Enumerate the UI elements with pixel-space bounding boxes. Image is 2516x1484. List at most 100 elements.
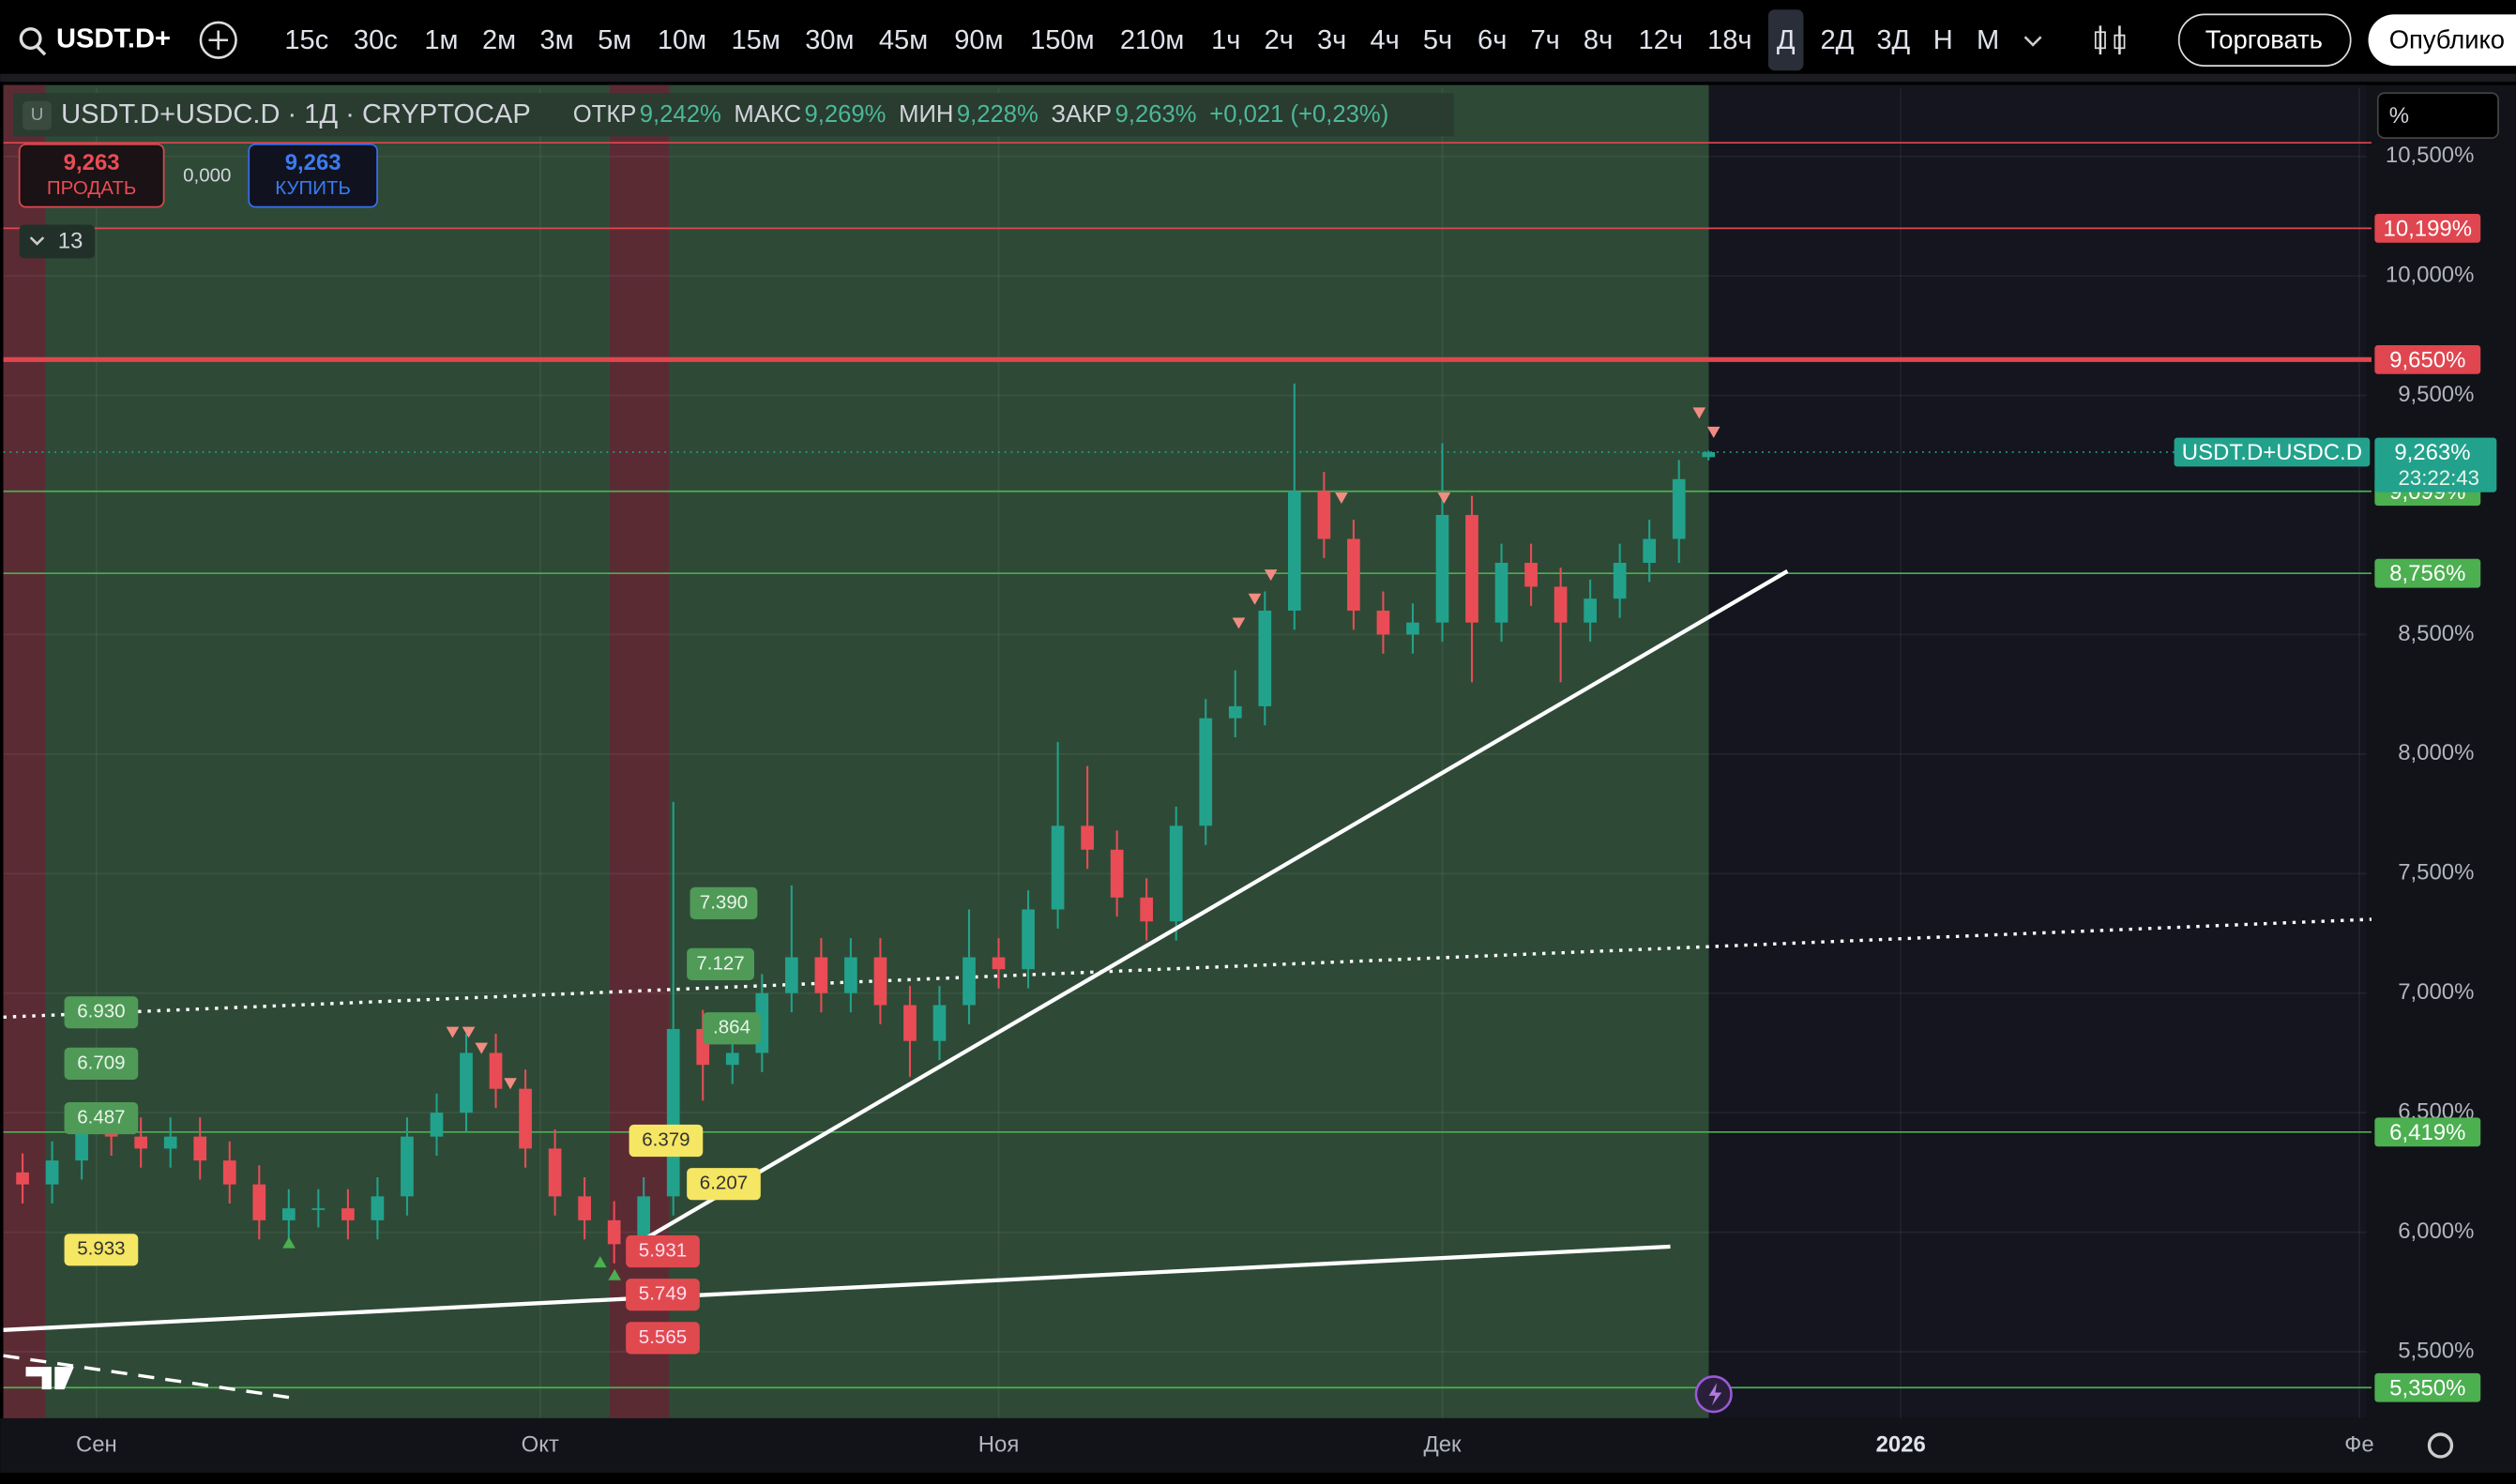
interval-button[interactable]: 10м [658, 25, 706, 55]
interval-button[interactable]: 12ч [1639, 25, 1683, 55]
last-price-label: 9,263% [2394, 440, 2470, 465]
countdown: 23:22:43 [2399, 466, 2480, 490]
candle-body [45, 1160, 59, 1185]
interval-button[interactable]: 6ч [1478, 25, 1507, 55]
interval-button[interactable]: 7ч [1530, 25, 1559, 55]
interval-button[interactable]: М [1977, 25, 1999, 55]
candle-body [844, 957, 857, 993]
interval-button[interactable]: 1м [424, 25, 458, 55]
tag-label: 5.565 [639, 1326, 687, 1348]
tag-label: 5.749 [639, 1283, 687, 1305]
trade-button[interactable] [2177, 13, 2352, 67]
interval-button[interactable]: 15с [284, 25, 328, 55]
logo [25, 1367, 74, 1390]
tag: 6.207 [687, 1168, 761, 1201]
indicators-toggle[interactable] [19, 224, 96, 259]
interval-button[interactable]: 3м [540, 25, 574, 55]
candle-body [252, 1184, 266, 1220]
candle-body [489, 1052, 503, 1089]
candle-body [1051, 825, 1065, 910]
interval-button[interactable]: 45м [879, 25, 928, 55]
legend-field-label: ЗАКР [1052, 101, 1113, 128]
interval-dropdown[interactable] [2023, 36, 2042, 47]
interval-button[interactable]: 150м [1030, 25, 1094, 55]
level-label: 6,419% [2389, 1120, 2465, 1145]
tag: 5.933 [64, 1234, 139, 1266]
tag-label: .864 [713, 1017, 750, 1038]
candle-body [341, 1208, 355, 1220]
level-label: 10,199% [2384, 216, 2473, 241]
tag-label: 6.379 [642, 1128, 690, 1150]
interval-button[interactable]: 30м [805, 25, 854, 55]
scale-mode[interactable] [2376, 92, 2499, 139]
tag-label: 7.390 [700, 891, 748, 913]
symbol-search[interactable]: USDT.D+ [56, 23, 171, 53]
interval-button[interactable]: 30с [354, 25, 398, 55]
settings-icon[interactable] [2427, 1432, 2454, 1459]
legend-field-value: 9,269% [805, 101, 887, 128]
interval-button[interactable]: 5м [598, 25, 631, 55]
candle-body [873, 957, 887, 1006]
interval-button[interactable]: 3Д [1876, 25, 1910, 55]
candle-body [519, 1088, 532, 1149]
candle-body [1554, 586, 1568, 623]
interval-button[interactable]: 5ч [1423, 25, 1452, 55]
buy-button[interactable] [248, 144, 378, 208]
last-price-bg [2374, 437, 2497, 492]
sell-button[interactable] [18, 144, 165, 208]
candle-body [163, 1136, 177, 1149]
interval-button[interactable]: 8ч [1584, 25, 1613, 55]
interval-button[interactable]: 1ч [1211, 25, 1240, 55]
tag: 5.931 [626, 1234, 700, 1268]
tag-label: 6.207 [700, 1173, 748, 1194]
x-tick-label: Дек [1423, 1431, 1462, 1457]
level-label-bg [2374, 1117, 2481, 1147]
indicators-count: 13 [58, 229, 83, 254]
bolt [1708, 1383, 1722, 1406]
scale-mode-label: % [2389, 103, 2409, 129]
tag: 7.390 [690, 886, 758, 919]
red-band [3, 84, 46, 1418]
price-axis-bg [2366, 84, 2516, 1418]
interval-button[interactable]: 210м [1120, 25, 1184, 55]
interval-button[interactable]: 2ч [1265, 25, 1294, 55]
axes: 5,500%6,000%6,500%7,000%7,500%8,000%8,50… [76, 143, 2497, 1457]
publish-button[interactable] [2368, 14, 2516, 67]
y-tick-label: 8,500% [2398, 621, 2474, 646]
interval-button[interactable]: 18ч [1707, 25, 1751, 55]
chart-type-icon[interactable] [2099, 25, 2121, 55]
level-label-bg [2374, 558, 2481, 588]
interval-button[interactable]: 90м [954, 25, 1003, 55]
candle-body [1140, 897, 1154, 922]
last-price-name: USDT.D+USDC.D [2182, 440, 2362, 465]
search-icon [36, 45, 47, 56]
candle-body [1258, 610, 1272, 706]
candle-body [1613, 562, 1627, 599]
badge-label: U [31, 104, 44, 124]
interval-button[interactable]: 15м [732, 25, 781, 55]
candle-body [222, 1160, 236, 1185]
candle-body [932, 1005, 947, 1041]
plus [208, 30, 229, 51]
tag-label: 6.930 [77, 1001, 125, 1022]
y-tick-label: 5,500% [2398, 1338, 2474, 1363]
sell-label: ПРОДАТЬ [47, 177, 136, 199]
y-tick-label: 9,500% [2398, 382, 2474, 407]
tag-label: 7.127 [696, 952, 744, 974]
last-price-name-bg [2174, 437, 2371, 467]
y-tick-label: 10,500% [2386, 143, 2474, 168]
interval-button[interactable]: 2Д [1820, 25, 1854, 55]
legend-field-value: 9,242% [640, 101, 721, 128]
interval-button[interactable]: 4ч [1370, 25, 1399, 55]
interval-button[interactable]: Н [1933, 25, 1953, 55]
interval-button[interactable]: 2м [482, 25, 516, 55]
interval-button[interactable]: 3ч [1317, 25, 1346, 55]
interval-button[interactable]: Д [1777, 25, 1796, 55]
candle-body [666, 1028, 680, 1197]
chart-type-icon [2094, 31, 2106, 50]
compare-button[interactable] [199, 21, 237, 59]
candle-body [134, 1136, 148, 1149]
x-tick-label: Фе [2344, 1431, 2374, 1457]
y-tick-label: 6,000% [2398, 1219, 2474, 1244]
